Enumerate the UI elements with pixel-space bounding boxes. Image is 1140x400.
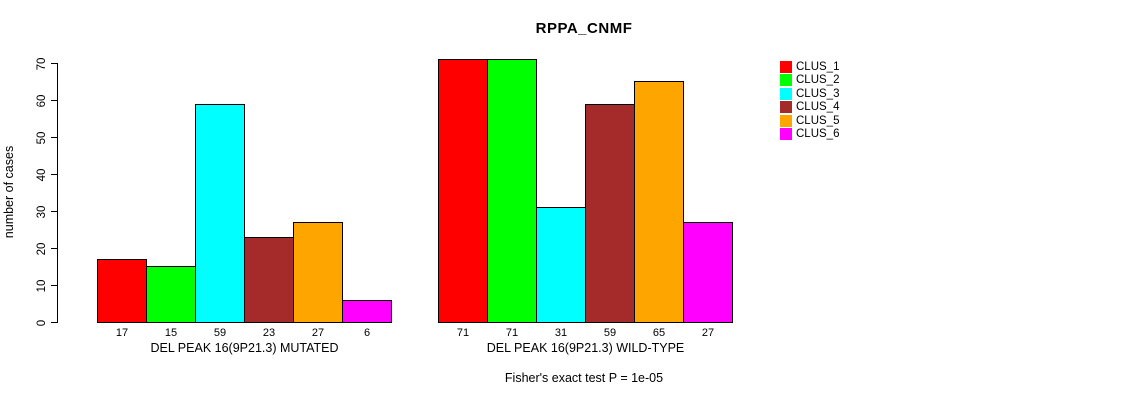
group-label-mutated: DEL PEAK 16(9P21.3) MUTATED: [150, 341, 339, 355]
legend-label: CLUS_4: [796, 101, 840, 114]
legend-swatch-icon: [780, 101, 792, 114]
bar-value-label: 71: [505, 327, 519, 339]
y-tick-mark: [51, 322, 57, 323]
legend-item-clus_4: CLUS_4: [780, 101, 839, 115]
legend-label: CLUS_3: [796, 87, 840, 100]
y-axis-line: [57, 63, 58, 323]
bar-clus_3-group2: [536, 207, 586, 323]
bar-value-label: 65: [652, 327, 666, 339]
legend-label: CLUS_2: [796, 74, 840, 87]
bar-value-label: 31: [554, 327, 568, 339]
y-tick-label: 20: [36, 242, 48, 255]
bar-value-label: 17: [115, 327, 129, 339]
y-tick-label: 0: [36, 319, 48, 326]
legend-item-clus_6: CLUS_6: [780, 128, 839, 142]
bar-clus_4-group2: [585, 104, 635, 323]
bar-clus_1-group2: [438, 59, 488, 323]
bar-value-label: 59: [213, 327, 227, 339]
y-tick-mark: [51, 285, 57, 286]
y-tick-label: 30: [36, 205, 48, 218]
legend-item-clus_3: CLUS_3: [780, 87, 839, 101]
legend-swatch-icon: [780, 74, 792, 87]
legend-swatch-icon: [780, 60, 792, 73]
bar-clus_4-group1: [244, 237, 294, 323]
bar-clus_5-group1: [293, 222, 343, 323]
legend-label: CLUS_1: [796, 60, 840, 73]
y-tick-label: 70: [36, 57, 48, 70]
bar-value-label: 71: [456, 327, 470, 339]
bar-value-label: 6: [363, 327, 371, 339]
y-tick-label: 10: [36, 279, 48, 292]
bar-clus_6-group1: [342, 300, 392, 323]
legend: CLUS_1 CLUS_2 CLUS_3 CLUS_4 CLUS_5 CLUS_6: [780, 60, 839, 141]
chart-title: RPPA_CNMF: [535, 20, 633, 37]
y-axis-label: number of cases: [2, 145, 16, 239]
y-tick-mark: [51, 100, 57, 101]
bar-clus_5-group2: [634, 81, 684, 323]
bar-value-label: 23: [262, 327, 276, 339]
y-tick-label: 40: [36, 168, 48, 181]
legend-item-clus_2: CLUS_2: [780, 74, 839, 88]
bar-value-label: 27: [701, 327, 715, 339]
y-tick-mark: [51, 211, 57, 212]
fisher-test-annotation: Fisher's exact test P = 1e-05: [504, 371, 664, 385]
bar-value-label: 15: [164, 327, 178, 339]
legend-label: CLUS_6: [796, 128, 840, 141]
legend-item-clus_1: CLUS_1: [780, 60, 839, 74]
bar-value-label: 27: [311, 327, 325, 339]
y-tick-mark: [51, 137, 57, 138]
legend-label: CLUS_5: [796, 114, 840, 127]
legend-swatch-icon: [780, 114, 792, 127]
bar-clus_2-group1: [146, 266, 196, 323]
y-tick-label: 60: [36, 94, 48, 107]
y-tick-mark: [51, 174, 57, 175]
legend-swatch-icon: [780, 128, 792, 141]
bar-value-label: 59: [603, 327, 617, 339]
legend-item-clus_5: CLUS_5: [780, 114, 839, 128]
bar-clus_6-group2: [683, 222, 733, 323]
y-tick-mark: [51, 248, 57, 249]
legend-swatch-icon: [780, 87, 792, 100]
bar-clus_3-group1: [195, 104, 245, 323]
bar-clus_1-group1: [97, 259, 147, 323]
group-label-wild-type: DEL PEAK 16(9P21.3) WILD-TYPE: [486, 341, 685, 355]
bar-clus_2-group2: [487, 59, 537, 323]
y-tick-mark: [51, 63, 57, 64]
y-tick-label: 50: [36, 131, 48, 144]
